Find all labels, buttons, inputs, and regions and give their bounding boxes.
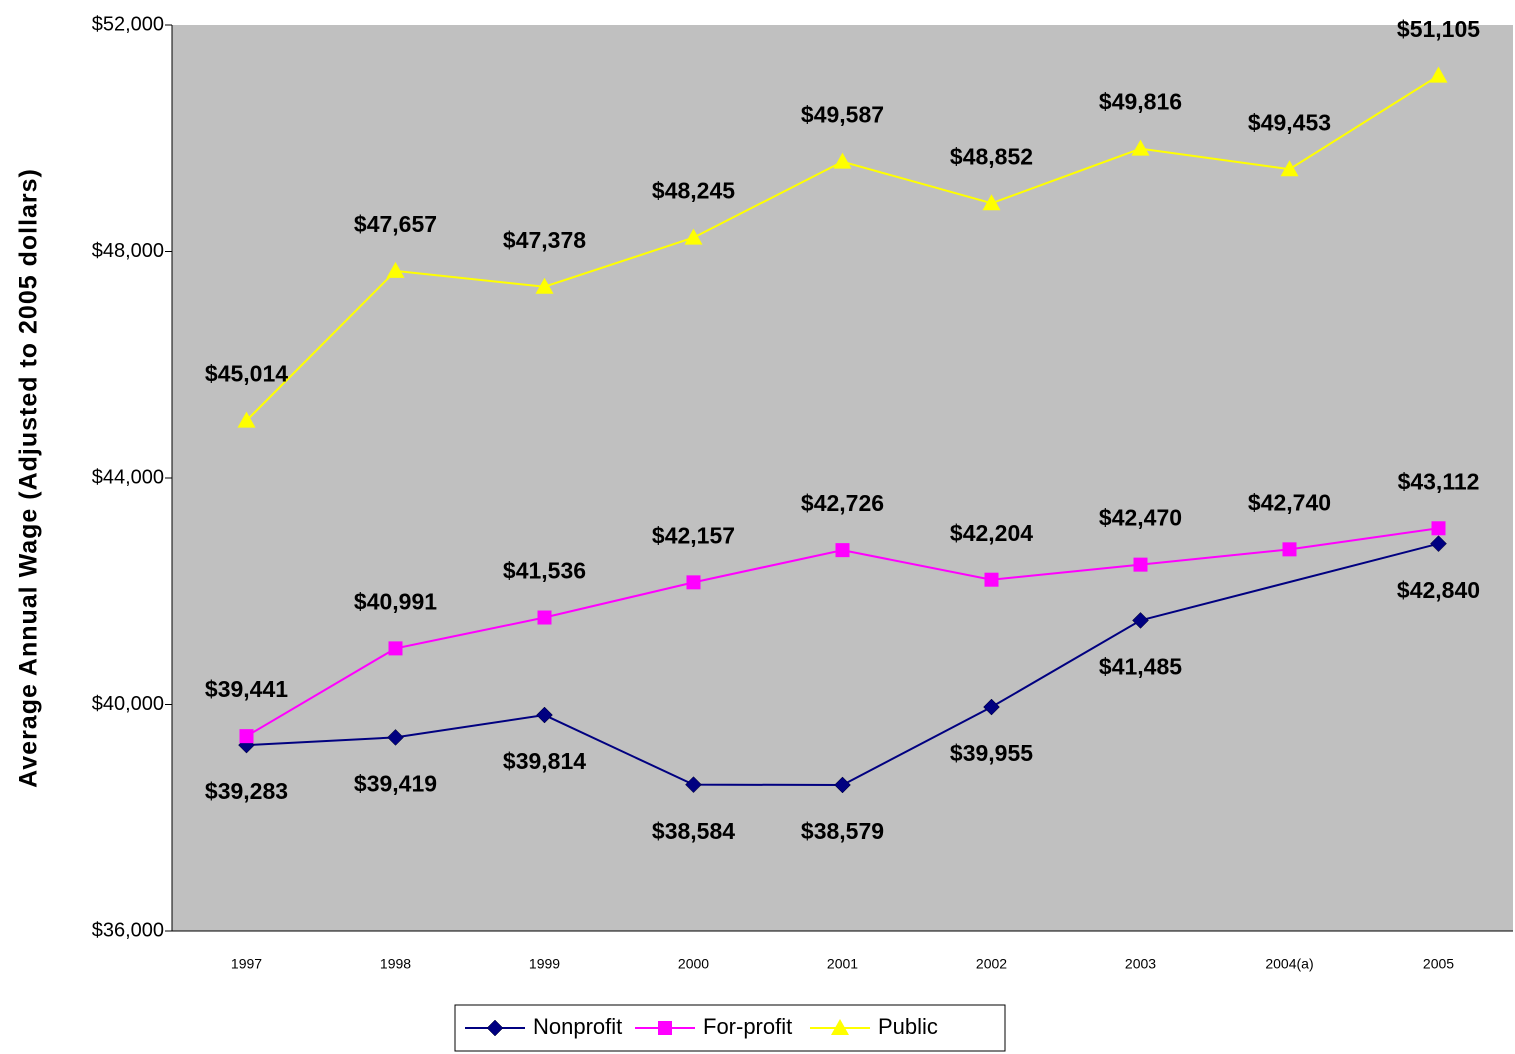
marker [386, 261, 405, 278]
data-label: $42,470 [1099, 505, 1182, 531]
marker [658, 1021, 672, 1035]
data-label: $39,955 [950, 740, 1033, 766]
marker [1431, 521, 1446, 536]
marker [486, 1019, 504, 1037]
data-label: $48,245 [652, 178, 735, 204]
series-line [246, 542, 1439, 786]
data-label: $39,419 [354, 770, 437, 796]
marker [536, 706, 553, 724]
marker [537, 610, 552, 625]
y-tick-label: $40,000 [92, 693, 164, 715]
marker [835, 543, 850, 558]
marker [1131, 139, 1150, 156]
legend-box [454, 1004, 1006, 1052]
marker [535, 277, 554, 294]
y-tick-label: $44,000 [92, 466, 164, 488]
y-tick-label: $52,000 [92, 13, 164, 35]
y-tick-label: $48,000 [92, 240, 164, 262]
data-label: $39,441 [205, 676, 288, 702]
x-tick-label: 2000 [678, 956, 709, 972]
x-tick-label: 1999 [529, 956, 560, 972]
data-label: $40,991 [354, 588, 437, 614]
legend-label: Public [878, 1014, 938, 1039]
data-label: $43,112 [1398, 468, 1480, 494]
marker [1133, 557, 1148, 572]
data-label: $38,584 [652, 818, 735, 844]
data-label: $41,536 [503, 558, 586, 584]
y-tick-label: $36,000 [92, 919, 164, 941]
data-label: $47,657 [354, 211, 437, 237]
marker [984, 572, 999, 587]
marker [239, 729, 254, 744]
marker [1282, 542, 1297, 557]
legend: Nonprofit For-profit Public [454, 1004, 1006, 1052]
marker [684, 228, 703, 245]
data-label: $42,840 [1397, 577, 1480, 603]
marker [1429, 66, 1448, 83]
data-label: $49,453 [1248, 109, 1331, 135]
x-tick-label: 1998 [380, 956, 411, 972]
data-label: $39,283 [205, 778, 288, 804]
x-tick-label: 2001 [827, 956, 858, 972]
marker [982, 194, 1001, 211]
marker [834, 776, 851, 794]
marker [686, 575, 701, 590]
x-tick-label: 2003 [1125, 956, 1156, 972]
data-label: $42,740 [1248, 489, 1331, 515]
x-tick-label: 2002 [976, 956, 1007, 972]
marker [833, 152, 852, 169]
marker [1430, 535, 1447, 553]
data-label: $48,852 [950, 143, 1033, 169]
marker [983, 698, 1000, 716]
marker [831, 1019, 849, 1035]
x-tick-label: 1997 [231, 956, 262, 972]
data-label: $42,157 [652, 522, 735, 548]
data-label: $38,579 [801, 818, 884, 844]
x-tick-label: 2004(a) [1265, 956, 1313, 972]
marker [1132, 612, 1149, 629]
legend-label: Nonprofit [533, 1014, 622, 1039]
data-label: $49,816 [1099, 89, 1182, 115]
y-axis-label: Average Annual Wage (Adjusted to 2005 do… [15, 168, 43, 788]
marker [237, 411, 256, 428]
marker [1280, 160, 1299, 177]
marker [387, 729, 404, 746]
marker [388, 641, 403, 656]
legend-label: For-profit [703, 1014, 792, 1039]
data-label: $39,814 [503, 748, 586, 774]
data-label: $47,378 [503, 227, 586, 253]
data-label: $49,587 [801, 102, 884, 128]
marker [685, 776, 702, 794]
data-label: $42,204 [950, 520, 1033, 546]
data-label: $45,014 [205, 361, 288, 387]
data-label: $42,726 [801, 490, 884, 516]
data-label: $51,105 [1397, 16, 1480, 42]
data-label: $41,485 [1099, 653, 1182, 679]
x-tick-label: 2005 [1423, 956, 1454, 972]
